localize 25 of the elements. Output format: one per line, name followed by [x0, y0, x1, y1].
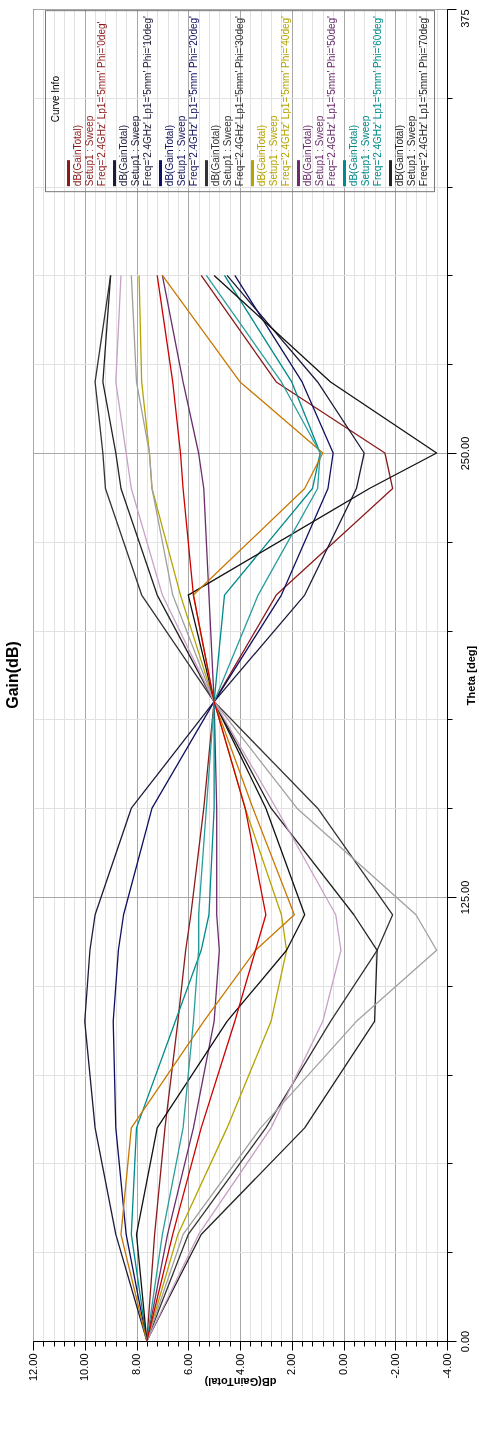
y-tick-label: 125.00	[458, 880, 471, 915]
y-axis-title: Theta [deg]	[464, 645, 477, 706]
y-tick-label: 375	[458, 9, 471, 28]
x-axis-title: dB(GainTotal)	[204, 1376, 277, 1389]
text: dB(GainTotal) Setup1 : Sweep Freq='2.4GHz' Lp1='5mm' Phi='50deg'	[302, 16, 338, 187]
text: dB(GainTotal) Setup1 : Sweep Freq='2.4GHz' Lp1='5mm' Phi='60deg'	[348, 16, 384, 187]
text: dB(GainTotal) Setup1 : Sweep Freq='2.4GHz' Lp1='5mm' Phi='40deg'	[256, 16, 292, 187]
text: dB(GainTotal) Setup1 : Sweep Freq='2.4GHz' Lp1='5mm' Phi='10deg'	[118, 16, 154, 187]
x-tick-label: 4.00	[233, 1353, 246, 1375]
x-tick-label: 8.00	[130, 1353, 142, 1375]
text: dB(GainTotal) Setup1 : Sweep Freq='2.4GHz' Lp1='5mm' Phi='70deg'	[394, 16, 430, 187]
text: dB(GainTotal) Setup1 : Sweep Freq='2.4GHz' Lp1='5mm' Phi='0deg'	[72, 20, 108, 187]
x-tick-label: -4.00	[440, 1353, 453, 1379]
x-tick-label: 6.00	[181, 1353, 194, 1375]
x-tick-label: 12.00	[26, 1353, 39, 1382]
x-tick-label: -2.00	[388, 1353, 401, 1379]
text: dB(GainTotal) Setup1 : Sweep Freq='2.4GHz' Lp1='5mm' Phi='30deg'	[210, 16, 246, 187]
x-tick-label: 2.00	[285, 1353, 298, 1375]
x-tick-label: 0.00	[337, 1353, 349, 1375]
legend-title: Curve Info	[50, 75, 62, 125]
text: Gain(dB)	[4, 641, 21, 709]
x-tick-label: 10.00	[78, 1353, 91, 1382]
text: dB(GainTotal) Setup1 : Sweep Freq='2.4GHz' Lp1='5mm' Phi='20deg'	[164, 16, 200, 187]
y-tick-label: 0.00	[458, 1330, 471, 1353]
y-tick-label: 250.00	[458, 436, 471, 471]
